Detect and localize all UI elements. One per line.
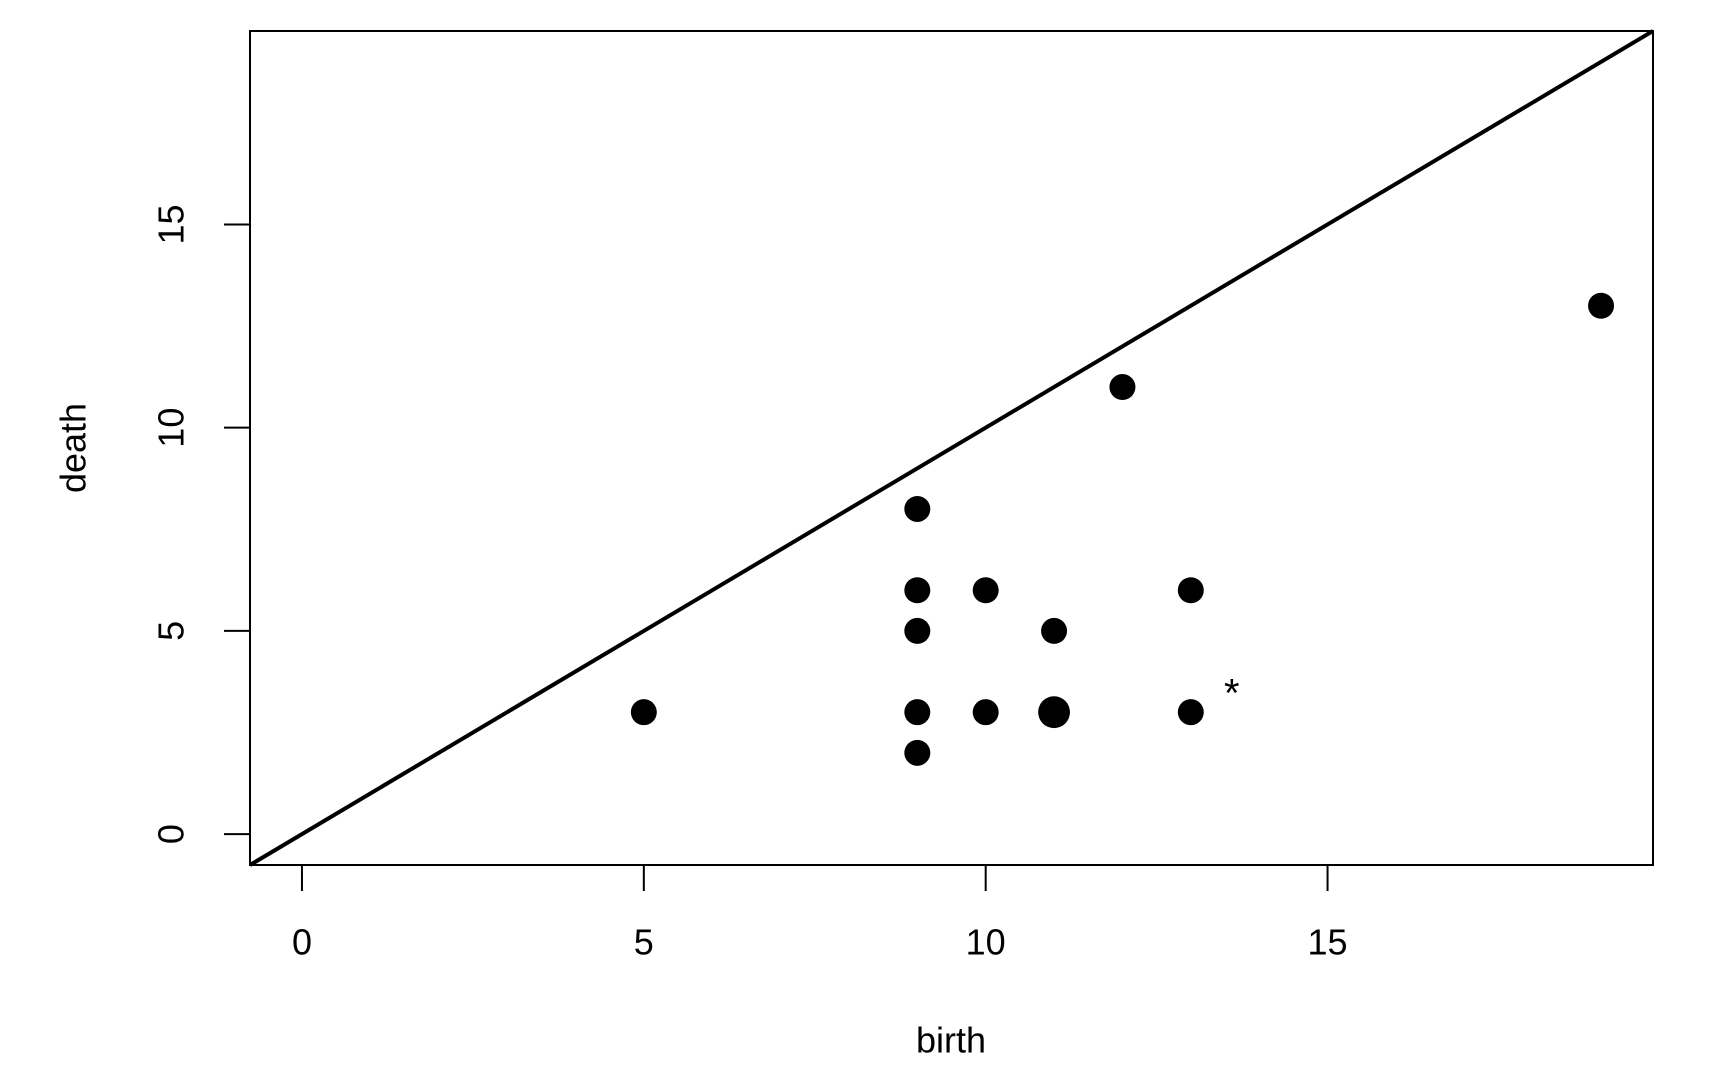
x-tick-label: 5	[634, 922, 654, 963]
y-axis-label: death	[53, 403, 94, 493]
x-tick-label: 0	[292, 922, 312, 963]
x-tick-label: 15	[1308, 922, 1348, 963]
annotation: *	[1224, 671, 1240, 715]
point	[904, 577, 931, 604]
point	[904, 617, 931, 644]
point	[1177, 699, 1204, 726]
x-axis-label: birth	[916, 1020, 986, 1061]
point	[904, 495, 931, 522]
point	[1041, 617, 1068, 644]
diagonal-line	[248, 29, 1655, 867]
y-tick-label: 15	[151, 204, 192, 244]
x-tick-label: 10	[966, 922, 1006, 963]
point	[972, 699, 999, 726]
point	[904, 699, 931, 726]
plot-frame	[249, 30, 1654, 866]
y-tick-label: 5	[151, 621, 192, 641]
point	[1588, 292, 1615, 319]
y-tick-label: 0	[151, 824, 192, 844]
point	[904, 739, 931, 766]
point	[972, 577, 999, 604]
point	[1177, 577, 1204, 604]
point	[630, 699, 657, 726]
point	[1038, 696, 1070, 729]
point	[1109, 374, 1136, 401]
y-tick-label: 10	[151, 408, 192, 448]
